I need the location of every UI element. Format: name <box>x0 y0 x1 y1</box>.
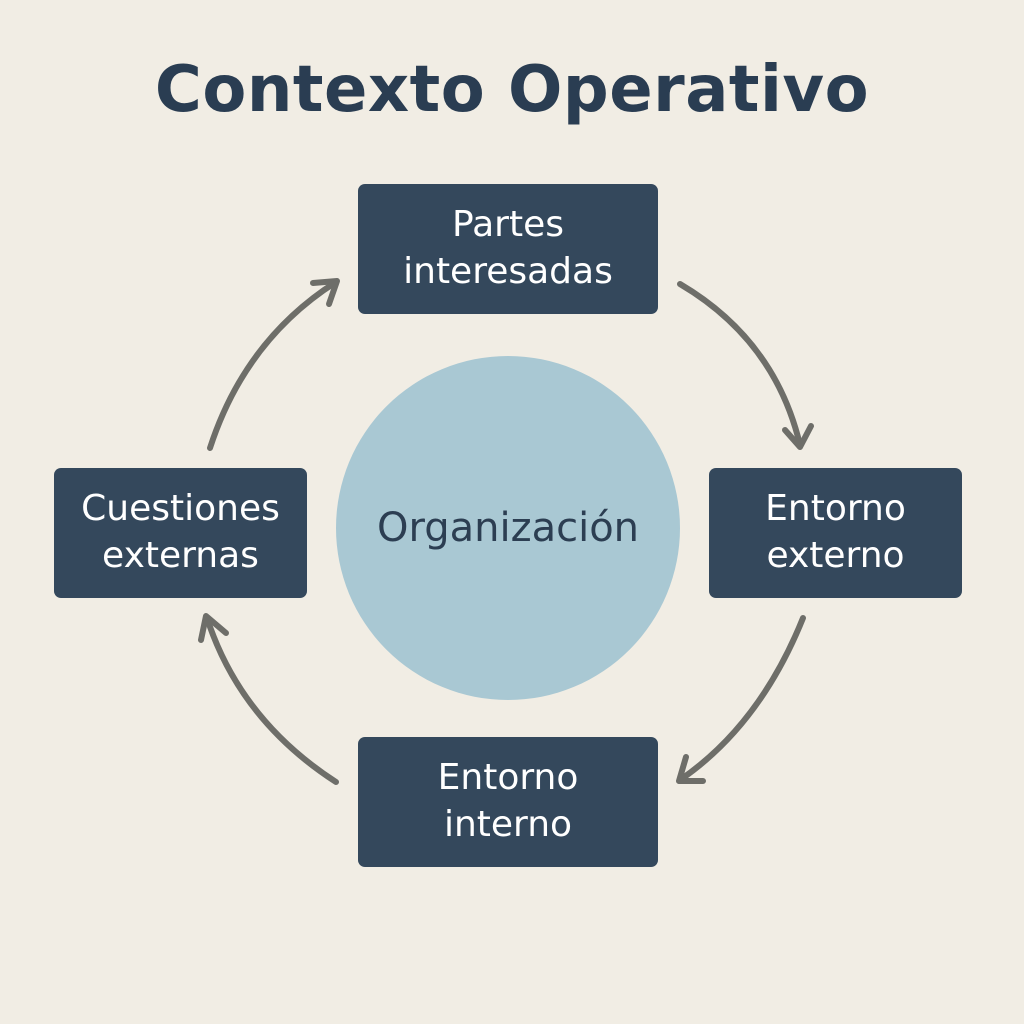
node-partes-interesadas: Partes interesadas <box>358 184 658 314</box>
node-cuestiones-externas: Cuestiones externas <box>54 468 307 598</box>
arrow-bottom-to-left <box>204 615 339 785</box>
organization-label: Organización <box>376 505 640 551</box>
node-entorno-interno: Entorno interno <box>358 737 658 867</box>
arrow-left-to-top <box>207 279 339 451</box>
node-entorno-externo: Entorno externo <box>709 468 962 598</box>
node-label-bottom: Entorno interno <box>437 757 579 845</box>
arrow-right-to-bottom <box>677 615 806 783</box>
node-label-right: Entorno externo <box>765 488 906 576</box>
arrow-top-to-right <box>677 281 803 448</box>
arrowhead-top-to-right <box>782 423 814 450</box>
arrowhead-bottom-to-left <box>198 613 229 643</box>
node-label-left: Cuestiones externas <box>81 488 280 576</box>
node-label-top: Partes interesadas <box>403 204 613 292</box>
organization-circle: Organización <box>336 356 680 700</box>
arrowhead-left-to-top <box>310 278 340 307</box>
diagram-title: Contexto Operativo <box>154 53 870 127</box>
arrowhead-right-to-bottom <box>676 754 706 784</box>
